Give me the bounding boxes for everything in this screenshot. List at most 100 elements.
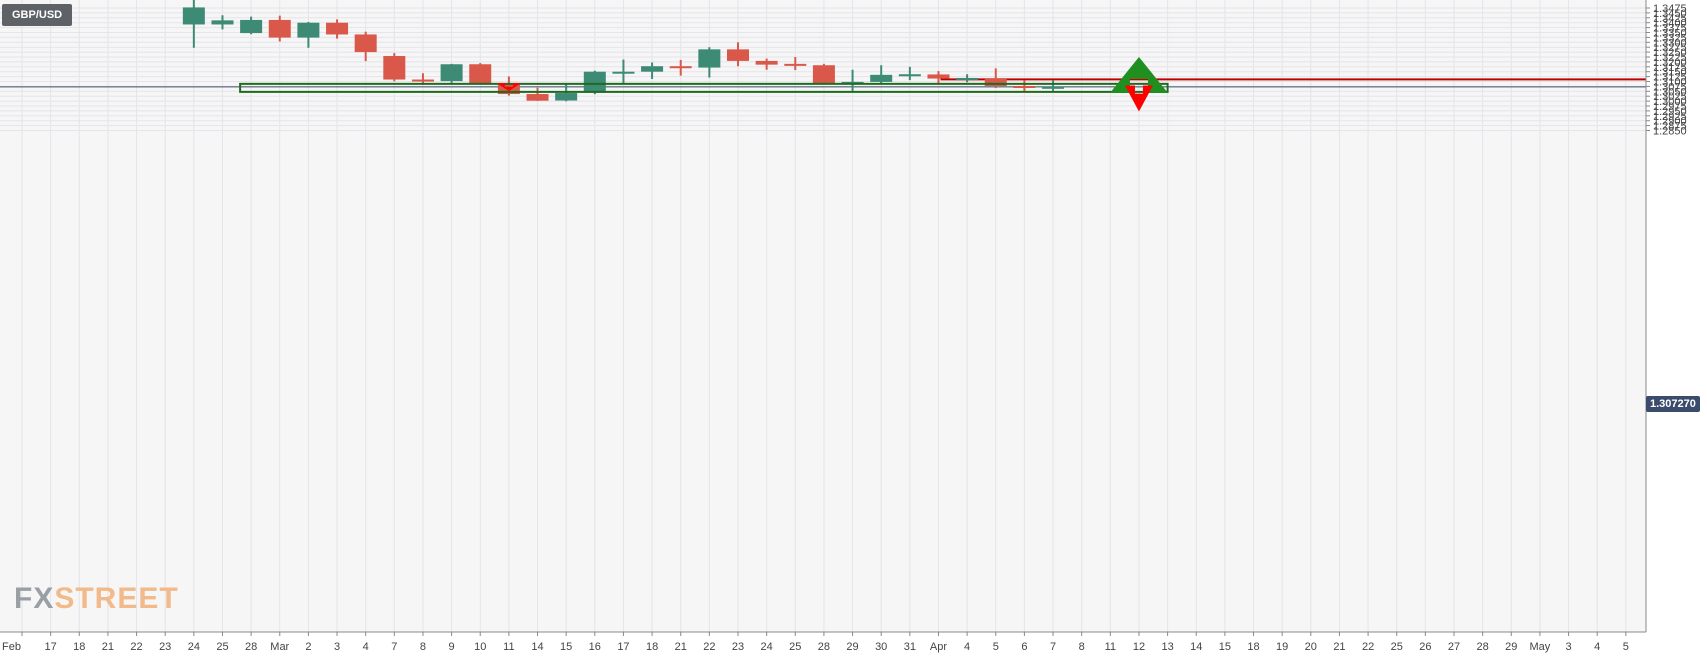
y-tick-label: 1.2850 — [1653, 126, 1687, 138]
y-tick-label: 1.3325 — [1653, 32, 1687, 44]
x-tick-label: 26 — [1419, 641, 1431, 653]
axes: 1.34751.34501.34251.34001.33751.33501.33… — [0, 0, 1687, 653]
y-tick-label: 1.3125 — [1653, 72, 1687, 84]
x-tick-label: 9 — [449, 641, 455, 653]
x-tick-label: 29 — [1505, 641, 1517, 653]
x-tick-label: 19 — [1276, 641, 1288, 653]
candle-bear — [268, 19, 291, 38]
x-tick-label: 31 — [904, 641, 916, 653]
x-tick-label: 25 — [216, 641, 228, 653]
y-tick-label: 1.3000 — [1653, 96, 1687, 108]
x-tick-label: 4 — [1594, 641, 1600, 653]
x-tick-label: 14 — [531, 641, 543, 653]
candle-bull — [182, 7, 205, 25]
candle-bear — [526, 94, 549, 101]
y-tick-label: 1.2975 — [1653, 101, 1687, 113]
overlay-back — [0, 78, 1646, 88]
bearish-arrow — [1124, 85, 1153, 112]
x-tick-label: 7 — [391, 641, 397, 653]
x-tick-label: 23 — [159, 641, 171, 653]
x-tick-label: Apr — [930, 641, 947, 653]
x-tick-label: 8 — [1079, 641, 1085, 653]
x-tick-label: 4 — [363, 641, 369, 653]
x-tick-label: 23 — [732, 641, 744, 653]
x-tick-label: 11 — [1105, 641, 1116, 653]
x-tick-label: 5 — [1623, 641, 1629, 653]
x-tick-label: 13 — [1161, 641, 1173, 653]
candle-bull — [555, 93, 578, 101]
x-tick-label: 27 — [1448, 641, 1460, 653]
x-tick-label: 3 — [334, 641, 340, 653]
y-tick-label: 1.3450 — [1653, 8, 1687, 20]
candle-bear — [784, 63, 807, 66]
y-tick-label: 1.3050 — [1653, 86, 1687, 98]
candle-bear — [383, 56, 406, 80]
x-tick-label: 17 — [45, 641, 57, 653]
x-tick-label: 11 — [503, 641, 514, 653]
x-tick-label: 5 — [993, 641, 999, 653]
candle-bear — [469, 64, 492, 85]
y-tick-label: 1.3275 — [1653, 42, 1687, 54]
y-tick-label: 1.3175 — [1653, 62, 1687, 74]
y-tick-label: 1.3150 — [1653, 67, 1687, 79]
candle-bear — [984, 78, 1007, 87]
candle-bear — [669, 66, 692, 69]
candle-bear — [812, 65, 835, 85]
x-tick-label: 28 — [245, 641, 257, 653]
watermark-fx: FX — [14, 582, 55, 615]
candle-bear — [354, 34, 377, 53]
candle-bear — [326, 22, 349, 35]
plot-background — [0, 0, 1646, 632]
x-tick-label: 18 — [1247, 641, 1259, 653]
x-tick-label: 18 — [73, 641, 85, 653]
y-tick-label: 1.3475 — [1653, 3, 1687, 15]
x-tick-label: 22 — [703, 641, 715, 653]
x-tick-label: 28 — [818, 641, 830, 653]
y-tick-label: 1.2925 — [1653, 111, 1687, 123]
x-tick-label: 10 — [474, 641, 486, 653]
x-tick-label: 28 — [1477, 641, 1489, 653]
x-tick-label: 15 — [560, 641, 572, 653]
x-tick-label: 29 — [846, 641, 858, 653]
x-tick-label: 15 — [1219, 641, 1231, 653]
x-tick-label: 18 — [646, 641, 658, 653]
x-tick-label: 8 — [420, 641, 426, 653]
x-tick-label: 21 — [675, 641, 687, 653]
x-tick-label: Feb — [2, 641, 21, 653]
x-tick-label: 24 — [761, 641, 773, 653]
x-tick-label: 22 — [130, 641, 142, 653]
current-price-tag: 1.307270 — [1646, 396, 1700, 412]
y-tick-label: 1.3300 — [1653, 37, 1687, 49]
candle-bull — [240, 19, 263, 34]
candle-bull — [211, 20, 234, 25]
x-tick-label: 22 — [1362, 641, 1374, 653]
y-tick-label: 1.2950 — [1653, 106, 1687, 118]
candle-bear — [927, 74, 950, 79]
x-tick-label: 21 — [1333, 641, 1345, 653]
x-tick-label: 3 — [1565, 641, 1571, 653]
fxstreet-logo: FXSTREET — [14, 582, 179, 616]
x-tick-label: 25 — [789, 641, 801, 653]
watermark-street: STREET — [54, 582, 179, 615]
x-tick-label: 2 — [305, 641, 311, 653]
x-tick-label: 17 — [617, 641, 629, 653]
y-tick-label: 1.3100 — [1653, 77, 1687, 89]
x-tick-label: 24 — [188, 641, 200, 653]
x-tick-label: 4 — [964, 641, 970, 653]
y-tick-label: 1.3075 — [1653, 81, 1687, 93]
x-tick-label: 7 — [1050, 641, 1056, 653]
x-tick-label: Mar — [270, 641, 289, 653]
candle-bull — [698, 49, 721, 68]
x-tick-label: May — [1530, 641, 1551, 653]
candle-bear — [755, 60, 778, 65]
x-tick-label: 25 — [1391, 641, 1403, 653]
candle-bear — [727, 49, 749, 61]
y-tick-label: 1.3425 — [1653, 13, 1687, 25]
x-tick-label: 16 — [589, 641, 601, 653]
candle-bull — [641, 66, 664, 72]
y-tick-label: 1.3400 — [1653, 18, 1687, 30]
y-tick-label: 1.3350 — [1653, 28, 1687, 40]
y-tick-label: 1.3375 — [1653, 23, 1687, 35]
